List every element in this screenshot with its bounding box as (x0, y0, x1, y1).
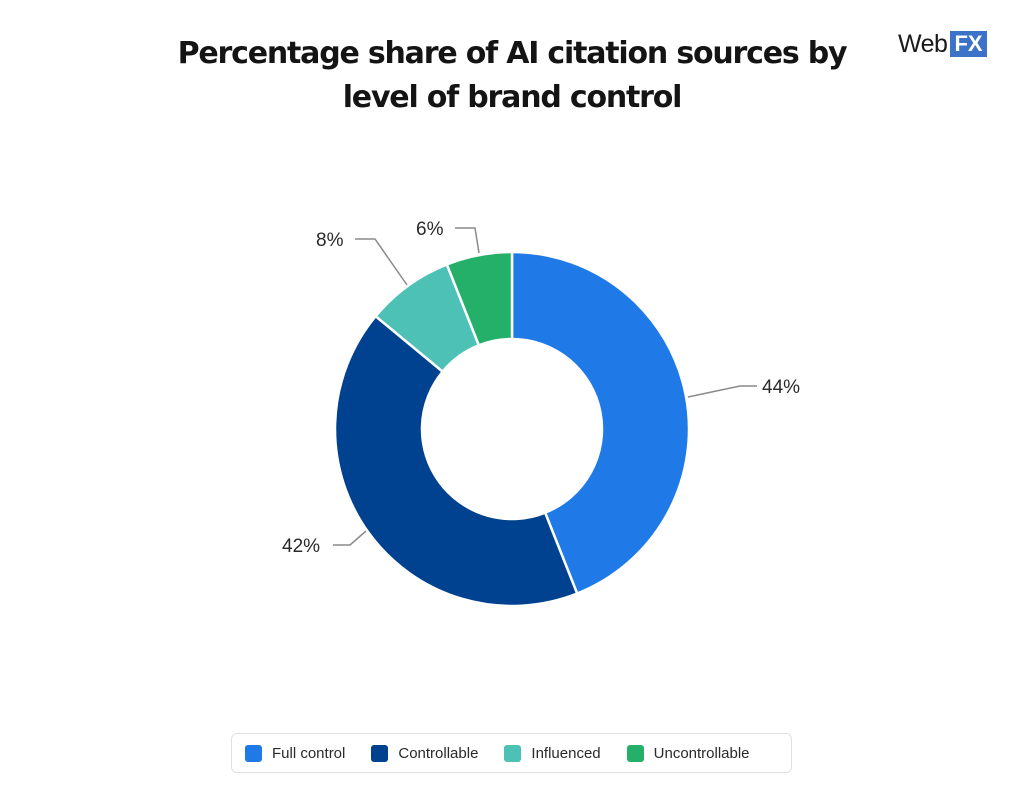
leader-line-full-control (687, 385, 757, 398)
chart-legend: Full control Controllable Influenced Unc… (231, 733, 792, 773)
legend-label: Full control (272, 744, 346, 762)
legend-item-controllable[interactable]: Controllable (371, 744, 479, 762)
legend-swatch-uncontrollable (626, 744, 644, 762)
leader-line-uncontrollable (455, 227, 480, 254)
leader-line-influenced (355, 238, 408, 286)
slice-controllable[interactable] (333, 314, 579, 608)
legend-swatch-full-control (245, 744, 262, 762)
legend-label: Controllable (398, 744, 479, 762)
data-label-uncontrollable: 6% (416, 219, 444, 240)
data-label-full-control: 44% (762, 377, 800, 398)
webfx-logo: Web FX (898, 30, 987, 58)
data-label-influenced: 8% (316, 230, 344, 251)
donut-slices (333, 250, 691, 608)
data-label-controllable: 42% (282, 536, 320, 557)
legend-label: Influenced (531, 744, 601, 762)
leader-line-controllable (333, 530, 367, 546)
legend-swatch-influenced (504, 744, 522, 762)
legend-item-uncontrollable[interactable]: Uncontrollable (626, 744, 750, 762)
chart-title: Percentage share of AI citation sources … (0, 32, 1024, 120)
legend-swatch-controllable (371, 744, 389, 762)
logo-badge: FX (950, 31, 987, 57)
legend-item-influenced[interactable]: Influenced (504, 744, 601, 762)
leader-lines (333, 227, 757, 546)
legend-item-full-control[interactable]: Full control (245, 744, 346, 762)
chart-title-line1: Percentage share of AI citation sources … (177, 36, 848, 71)
chart-title-line2: level of brand control (342, 80, 683, 115)
slice-full-control[interactable] (510, 250, 691, 596)
logo-text: Web (898, 29, 948, 58)
slice-uncontrollable[interactable] (445, 250, 514, 347)
legend-label: Uncontrollable (653, 744, 750, 762)
